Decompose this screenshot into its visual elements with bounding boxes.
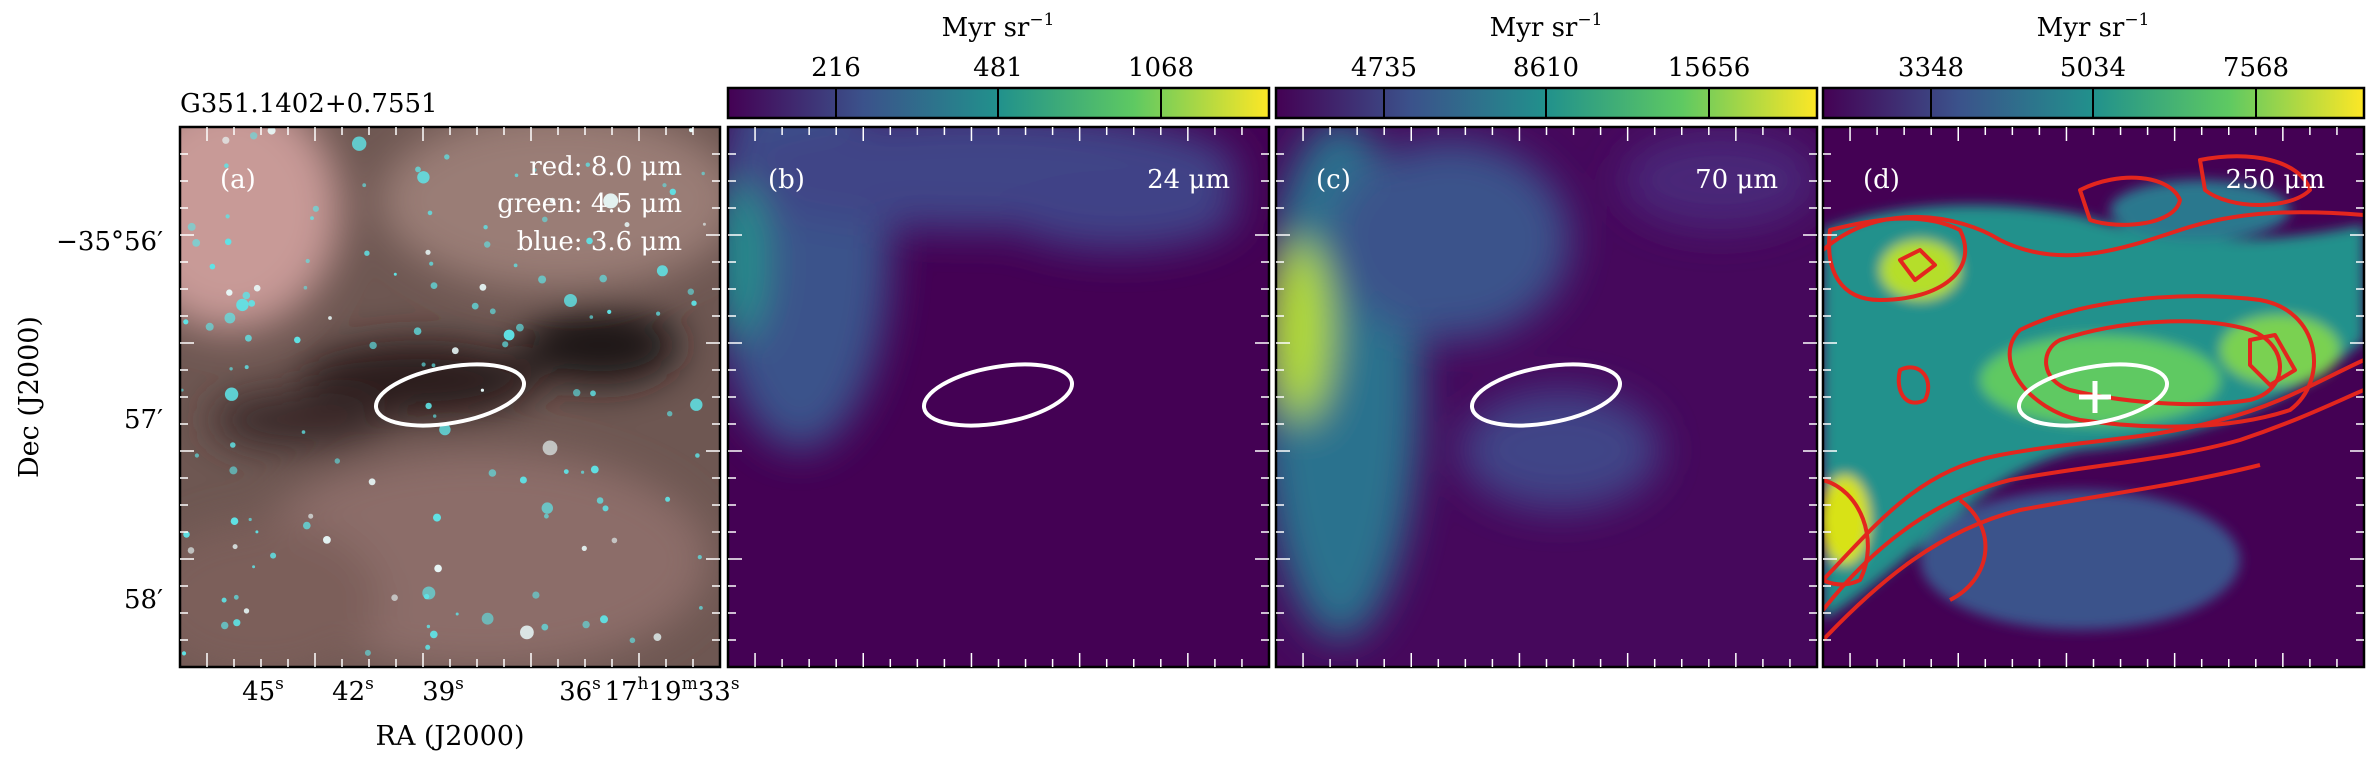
axis-ticks — [180, 127, 2364, 667]
colorbar-d: 3348 5034 7568 Myr sr−1 — [1821, 10, 2366, 120]
panel-c-letter: (c) — [1316, 165, 1351, 195]
colorbar-c-tick: 15656 — [1668, 53, 1751, 83]
panel-d-contours — [1823, 154, 2364, 642]
x-tick-label: 42s — [332, 674, 374, 707]
colorbar-d-tick: 5034 — [2060, 53, 2126, 83]
x-tick-label-main: 17h19m33s — [604, 674, 739, 707]
colorbar-b-tick: 1068 — [1128, 53, 1194, 83]
colorbar-c: 4735 8610 15656 Myr sr−1 — [1274, 10, 1819, 120]
source-name: G351.1402+0.7551 — [180, 89, 438, 119]
x-tick-label: 36s — [559, 674, 601, 707]
panel-a-image — [180, 127, 720, 667]
panel-a-legend-green: green: 4.5 μm — [497, 189, 682, 219]
x-tick-label: 39s — [422, 674, 464, 707]
panel-a-ellipse — [373, 362, 527, 428]
x-tick-label: 45s — [242, 674, 284, 707]
panel-b-wavelength: 24 μm — [1147, 165, 1230, 195]
x-axis-label: RA (J2000) — [375, 721, 524, 752]
colorbar-d-tick: 3348 — [1898, 53, 1964, 83]
panel-c-image — [1276, 127, 1817, 667]
panel-a-letter: (a) — [220, 165, 256, 195]
panel-b-letter: (b) — [768, 165, 805, 195]
colorbar-c-tick: 4735 — [1351, 53, 1417, 83]
y-axis-label: Dec (J2000) — [14, 316, 45, 478]
panel-a-legend-red: red: 8.0 μm — [529, 152, 682, 182]
panel-a-legend-blue: blue: 3.6 μm — [517, 227, 682, 257]
colorbar-b-tick: 481 — [973, 53, 1023, 83]
colorbar-d-tick: 7568 — [2223, 53, 2289, 83]
panel-d-letter: (d) — [1863, 165, 1900, 195]
panel-d-wavelength: 250 μm — [2226, 165, 2325, 195]
colorbar-c-unit: Myr sr−1 — [1490, 10, 1603, 43]
panel-c-ellipse — [1469, 362, 1623, 428]
y-tick-label: 58′ — [124, 585, 163, 615]
star-field — [180, 127, 706, 656]
colorbar-b: 216 481 1068 Myr sr−1 — [726, 10, 1271, 120]
panel-b-ellipse — [921, 362, 1075, 428]
panel-d-ellipse — [2016, 362, 2170, 428]
y-tick-label: −35°56′ — [56, 227, 163, 257]
colorbar-b-unit: Myr sr−1 — [942, 10, 1055, 43]
panel-b-image — [728, 127, 1269, 667]
panel-d-cross-marker — [2079, 381, 2111, 413]
colorbar-b-tick: 216 — [811, 53, 861, 83]
colorbar-d-unit: Myr sr−1 — [2037, 10, 2150, 43]
colorbar-c-tick: 8610 — [1513, 53, 1579, 83]
y-tick-label: 57′ — [124, 405, 163, 435]
panel-c-wavelength: 70 μm — [1695, 165, 1778, 195]
